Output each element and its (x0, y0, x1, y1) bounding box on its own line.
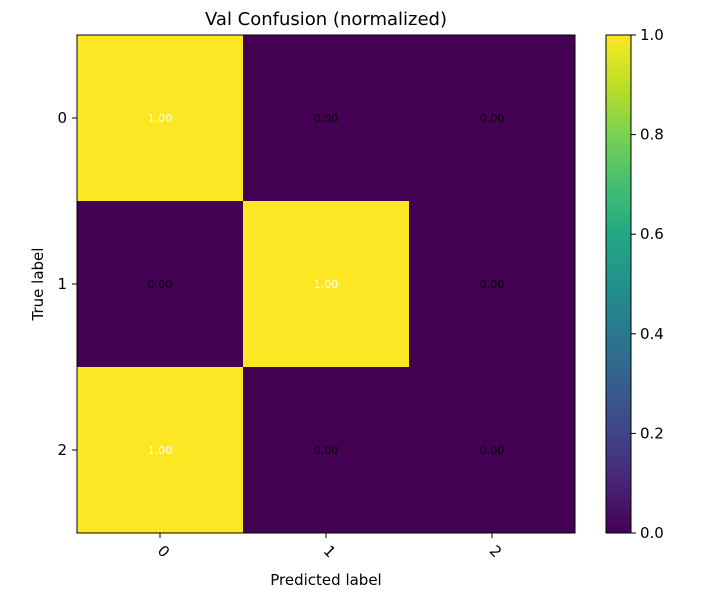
heatmap-cell-r0-c2 (409, 35, 575, 201)
cell-value-label: 1.00 (148, 444, 173, 457)
colorbar-tick-label: 0.2 (640, 424, 664, 442)
heatmap-cell-labels: 1.00 0.00 0.00 0.00 1.00 0.00 1.00 0.00 0.00 (148, 112, 505, 457)
x-tick-label: 2 (486, 542, 505, 561)
cell-value-label: 0.00 (314, 112, 339, 125)
colorbar-tick-label: 0.4 (640, 325, 664, 343)
heatmap-cell-r1-c0 (77, 201, 243, 367)
colorbar-tick-label: 0.6 (640, 225, 664, 243)
colorbar (605, 34, 632, 534)
x-axis-ticks: 0 1 2 (154, 533, 505, 561)
chart-title: Val Confusion (normalized) (205, 9, 447, 30)
heatmap-cell-r0-c0 (77, 35, 243, 201)
heatmap-cell-r2-c1 (243, 367, 409, 533)
heatmap-cell-r2-c2 (409, 367, 575, 533)
colorbar-tick-label: 0.8 (640, 126, 664, 144)
y-tick-label: 2 (57, 441, 67, 459)
heatmap-cell-r1-c2 (409, 201, 575, 367)
y-axis-label: True label (29, 248, 47, 322)
x-axis-label: Predicted label (270, 571, 381, 589)
x-tick-label: 0 (154, 542, 173, 561)
cell-value-label: 0.00 (480, 444, 505, 457)
cell-value-label: 1.00 (314, 278, 339, 291)
cell-value-label: 0.00 (314, 444, 339, 457)
cell-value-label: 0.00 (480, 112, 505, 125)
cell-value-label: 0.00 (480, 278, 505, 291)
x-tick-label: 1 (320, 542, 339, 561)
colorbar-tick-label: 1.0 (640, 26, 664, 44)
y-axis-ticks: 0 1 2 (57, 109, 77, 459)
colorbar-tick-label: 0.0 (640, 524, 664, 542)
y-tick-label: 1 (57, 275, 67, 293)
heatmap-cells (77, 35, 575, 533)
cell-value-label: 1.00 (148, 112, 173, 125)
cell-value-label: 0.00 (148, 278, 173, 291)
heatmap-cell-r1-c1 (243, 201, 409, 367)
y-tick-label: 0 (57, 109, 67, 127)
heatmap-cell-r0-c1 (243, 35, 409, 201)
heatmap-cell-r2-c0 (77, 367, 243, 533)
colorbar-ticks: 0.0 0.2 0.4 0.6 0.8 1.0 (631, 26, 664, 542)
